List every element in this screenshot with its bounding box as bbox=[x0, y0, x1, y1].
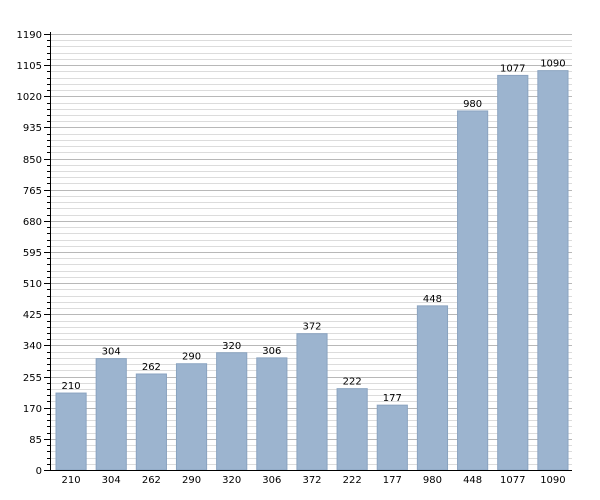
bar-data-label: 210 bbox=[62, 381, 81, 392]
bar bbox=[537, 70, 569, 471]
y-tick-label: 850 bbox=[23, 155, 42, 166]
y-tick-label: 1190 bbox=[17, 30, 42, 41]
y-tick-label: 935 bbox=[23, 123, 42, 134]
y-tick-label: 595 bbox=[23, 248, 42, 259]
x-tick-label: 980 bbox=[423, 475, 442, 486]
bar bbox=[416, 305, 449, 471]
x-tick-label: 222 bbox=[343, 475, 362, 486]
x-tick-label: 304 bbox=[102, 475, 121, 486]
bar-data-label: 320 bbox=[222, 341, 241, 352]
bar bbox=[457, 110, 489, 471]
x-tick-label: 177 bbox=[383, 475, 402, 486]
x-tick-label: 306 bbox=[262, 475, 281, 486]
bar-data-label: 1077 bbox=[500, 63, 525, 74]
x-tick-label: 1090 bbox=[540, 475, 565, 486]
bar bbox=[336, 388, 368, 471]
y-tick-label: 765 bbox=[23, 186, 42, 197]
y-tick-label: 170 bbox=[23, 404, 42, 415]
bar bbox=[216, 352, 248, 471]
bar-data-label: 448 bbox=[423, 294, 442, 305]
bar bbox=[175, 363, 208, 471]
y-tick-label: 1020 bbox=[17, 92, 42, 103]
y-tick-label: 1105 bbox=[17, 61, 42, 72]
x-tick-label: 372 bbox=[302, 475, 321, 486]
x-tick-label: 320 bbox=[222, 475, 241, 486]
y-tick-label: 510 bbox=[23, 279, 42, 290]
y-tick-label: 425 bbox=[23, 310, 42, 321]
y-tick-label: 255 bbox=[23, 373, 42, 384]
x-tick-label: 210 bbox=[62, 475, 81, 486]
y-tick-label: 85 bbox=[29, 435, 42, 446]
bar bbox=[296, 333, 328, 471]
bar-data-label: 290 bbox=[182, 352, 201, 363]
bar bbox=[256, 357, 288, 471]
bar-data-label: 262 bbox=[142, 362, 161, 373]
bar bbox=[135, 373, 167, 471]
x-tick-label: 1077 bbox=[500, 475, 525, 486]
bar-data-label: 177 bbox=[383, 393, 402, 404]
x-tick-label: 448 bbox=[463, 475, 482, 486]
y-tick-label: 680 bbox=[23, 217, 42, 228]
bar-data-label: 306 bbox=[262, 346, 281, 357]
bar-data-label: 304 bbox=[102, 347, 121, 358]
x-tick-label: 262 bbox=[142, 475, 161, 486]
bar-data-label: 222 bbox=[343, 377, 362, 388]
bar bbox=[376, 404, 408, 471]
bar bbox=[497, 74, 529, 471]
bar-data-label: 372 bbox=[302, 322, 321, 333]
axes bbox=[44, 32, 572, 471]
bar bbox=[55, 392, 87, 471]
labels: 0 85 170 255 340 425 510 595 680 765 850 935 1020 110… bbox=[17, 30, 566, 486]
x-tick-label: 290 bbox=[182, 475, 201, 486]
y-tick-label: 0 bbox=[36, 466, 42, 477]
bar-data-label: 980 bbox=[463, 99, 482, 110]
bar bbox=[95, 358, 127, 471]
y-tick-label: 340 bbox=[23, 341, 42, 352]
bar-data-label: 1090 bbox=[540, 59, 565, 70]
bars bbox=[55, 70, 569, 471]
